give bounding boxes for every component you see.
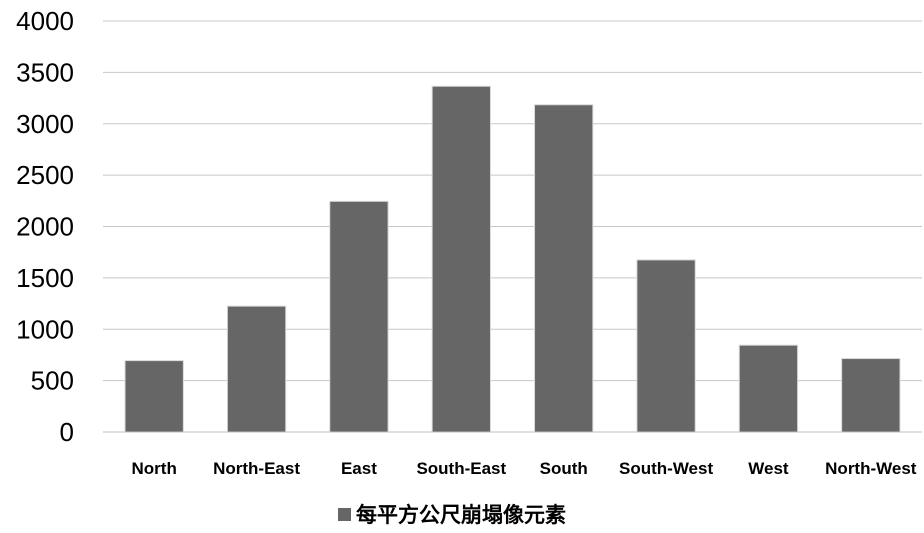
y-tick-label: 2500 xyxy=(16,160,74,190)
x-tick-label: West xyxy=(748,459,789,478)
x-tick-label: South-East xyxy=(416,459,506,478)
legend-swatch xyxy=(338,508,351,521)
x-tick-label: North-East xyxy=(213,459,300,478)
legend: 每平方公尺崩塌像元素 xyxy=(338,502,566,527)
bar xyxy=(535,105,593,432)
x-tick-label: South xyxy=(540,459,588,478)
bar xyxy=(330,201,388,432)
gridlines xyxy=(103,20,922,382)
y-tick-label: 4000 xyxy=(16,6,74,36)
y-tick-label: 3000 xyxy=(16,109,74,139)
y-tick-label: 500 xyxy=(31,366,74,396)
bar xyxy=(842,359,900,432)
bar xyxy=(227,306,286,432)
x-tick-label: South-West xyxy=(619,459,713,478)
bar xyxy=(739,345,798,432)
y-tick-label: 2000 xyxy=(16,212,74,242)
y-tick-label: 0 xyxy=(60,417,74,447)
x-tick-label: North-West xyxy=(825,459,917,478)
x-axis-ticks: North North-East East South-East South South-… xyxy=(132,459,917,478)
y-tick-label: 1500 xyxy=(16,263,74,293)
y-axis-ticks: 0 500 1000 1500 2000 2500 3000 3500 4000 xyxy=(16,6,74,447)
y-tick-label: 1000 xyxy=(16,314,74,344)
legend-label: 每平方公尺崩塌像元素 xyxy=(356,502,566,527)
x-tick-label: East xyxy=(341,459,377,478)
bars xyxy=(124,85,901,432)
bar xyxy=(432,86,490,432)
bar xyxy=(125,361,183,432)
bar xyxy=(637,260,695,432)
x-tick-label: North xyxy=(132,459,177,478)
y-tick-label: 3500 xyxy=(16,57,74,87)
